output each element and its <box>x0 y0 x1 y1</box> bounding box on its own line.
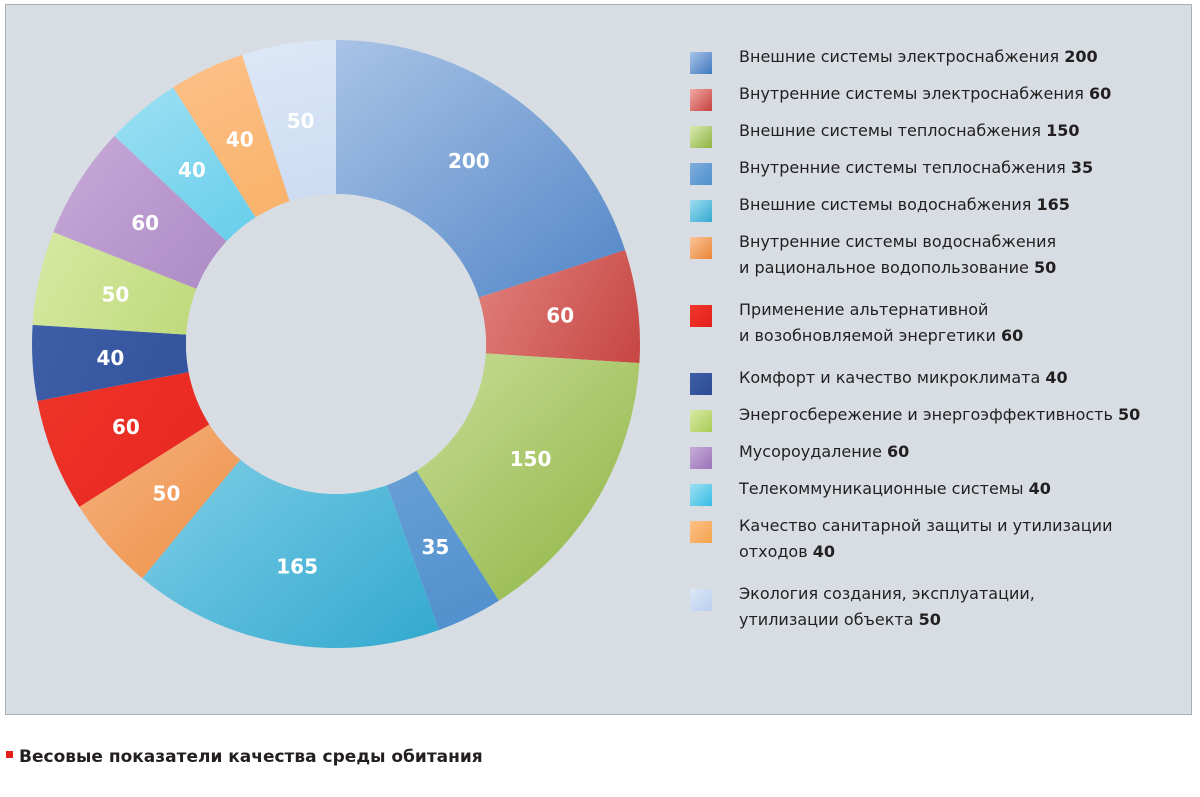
legend-swatch <box>690 163 712 185</box>
legend-text: Внешние системы электроснабжения 200 <box>739 44 1179 70</box>
legend-label-line: Мусороудаление 60 <box>739 442 910 461</box>
slice-value-label: 50 <box>153 481 181 505</box>
caption-text: Весовые показатели качества среды обитан… <box>19 747 483 767</box>
slice-value-label: 50 <box>102 283 130 307</box>
legend-swatch <box>690 484 712 506</box>
legend-value: 50 <box>918 610 941 629</box>
legend-swatch <box>690 200 712 222</box>
legend-swatch <box>690 521 712 543</box>
legend-value: 35 <box>1070 158 1094 177</box>
legend-text: Энергосбережение и энергоэффективность 5… <box>739 402 1179 428</box>
slice-value-label: 60 <box>112 415 140 439</box>
slice-value-label: 50 <box>287 109 315 133</box>
slice-value-label: 150 <box>510 447 552 471</box>
donut-hole <box>186 194 486 494</box>
legend-value: 60 <box>1000 326 1024 345</box>
legend-text: Телекоммуникационные системы 40 <box>739 476 1179 502</box>
legend-label-line: Энергосбережение и энергоэффективность 5… <box>739 405 1141 424</box>
legend-label-line: Внутренние системы водоснабжения <box>739 232 1057 251</box>
legend-value: 50 <box>1118 405 1141 424</box>
legend-value: 40 <box>1045 368 1068 387</box>
donut-slice-8 <box>32 324 189 401</box>
legend-label-line: Внешние системы теплоснабжения 150 <box>739 121 1080 140</box>
legend-label-line: Внешние системы электроснабжения 200 <box>739 47 1098 66</box>
legend-value: 165 <box>1036 195 1070 214</box>
legend-swatch <box>690 305 712 327</box>
legend-label-line: Применение альтернативной <box>739 300 989 319</box>
slice-value-label: 165 <box>276 555 318 579</box>
legend-label-line: отходов 40 <box>739 542 836 561</box>
donut-slice-4 <box>386 470 499 631</box>
donut-slice-9 <box>32 232 197 335</box>
legend-label-line: утилизации объекта 50 <box>739 610 941 629</box>
donut-slice-7 <box>37 372 210 507</box>
donut-slices <box>32 40 640 648</box>
legend-label-line: и возобновляемой энергетики 60 <box>739 326 1024 345</box>
legend-text: Внутренние системы электроснабжения 60 <box>739 81 1179 107</box>
slice-value-label: 40 <box>226 128 254 152</box>
legend-text: Внешние системы водоснабжения 165 <box>739 192 1179 218</box>
legend-label-line: Внешние системы водоснабжения 165 <box>739 195 1070 214</box>
donut-slice-1 <box>336 40 626 298</box>
slice-value-label: 60 <box>546 304 574 328</box>
slice-value-label: 40 <box>97 346 125 370</box>
legend-value: 60 <box>1088 84 1112 103</box>
caption-bullet-icon <box>6 751 13 758</box>
donut-slice-2 <box>478 250 640 364</box>
donut-slice-6 <box>79 424 241 579</box>
legend-label-line: Внутренние системы теплоснабжения 35 <box>739 158 1094 177</box>
legend-text: Мусороудаление 60 <box>739 439 1179 465</box>
legend-text: Комфорт и качество микроклимата 40 <box>739 365 1179 391</box>
legend-label-line: Внутренние системы электроснабжения 60 <box>739 84 1112 103</box>
legend-value: 40 <box>812 542 836 561</box>
legend-label-line: Комфорт и качество микроклимата 40 <box>739 368 1068 387</box>
legend-text: Внешние системы теплоснабжения 150 <box>739 118 1179 144</box>
donut-slice-10 <box>53 135 227 289</box>
legend-label-line: Телекоммуникационные системы 40 <box>739 479 1051 498</box>
donut-slice-13 <box>242 40 336 202</box>
legend-value: 200 <box>1064 47 1098 66</box>
legend-swatch <box>690 373 712 395</box>
legend-value: 60 <box>887 442 910 461</box>
legend-text: Качество санитарной защиты и утилизации о… <box>739 513 1179 565</box>
legend-value: 50 <box>1033 258 1057 277</box>
legend-value: 150 <box>1046 121 1080 140</box>
legend-text: Внутренние системы водоснабжения и рацион… <box>739 229 1179 281</box>
donut-slice-12 <box>173 54 290 218</box>
slice-value-label: 40 <box>178 158 206 182</box>
legend-swatch <box>690 52 712 74</box>
slice-value-label: 35 <box>422 535 450 559</box>
legend-swatch <box>690 447 712 469</box>
legend-text: Применение альтернативной и возобновляемо… <box>739 297 1179 349</box>
donut-slice-5 <box>142 459 439 648</box>
legend-swatch <box>690 589 712 611</box>
legend-swatch <box>690 410 712 432</box>
donut-slice-3 <box>416 353 640 601</box>
donut-slice-11 <box>114 87 256 242</box>
legend-text: Экология создания, эксплуатации, утилизац… <box>739 581 1179 633</box>
legend-text: Внутренние системы теплоснабжения 35 <box>739 155 1179 181</box>
legend-label-line: Качество санитарной защиты и утилизации <box>739 516 1113 535</box>
legend-label-line: и рациональное водопользование 50 <box>739 258 1057 277</box>
legend-swatch <box>690 237 712 259</box>
donut-labels: 200 60 150 35 165 50 60 40 50 60 40 40 50 <box>97 109 575 579</box>
slice-value-label: 60 <box>131 211 159 235</box>
legend-label-line: Экология создания, эксплуатации, <box>739 584 1035 603</box>
slice-value-label: 200 <box>448 149 490 173</box>
legend-swatch <box>690 89 712 111</box>
donut-chart: 200 60 150 35 165 50 60 40 50 60 40 40 50 <box>32 40 640 648</box>
legend-value: 40 <box>1028 479 1051 498</box>
legend-swatch <box>690 126 712 148</box>
chart-caption: Весовые показатели качества среды обитан… <box>6 747 483 767</box>
